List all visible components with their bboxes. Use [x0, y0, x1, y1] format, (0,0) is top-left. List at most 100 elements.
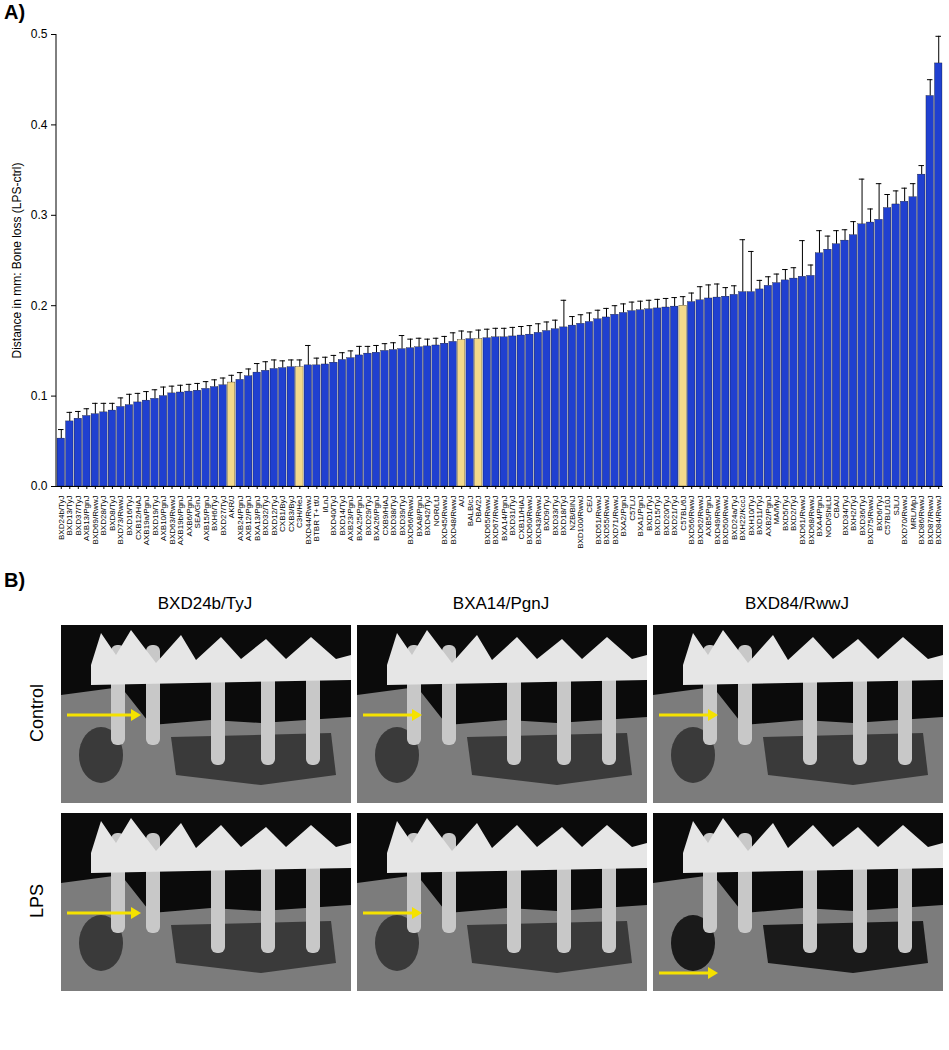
- svg-text:BXD1/TyJ: BXD1/TyJ: [644, 495, 654, 532]
- svg-text:BXD66/RwwJ: BXD66/RwwJ: [406, 495, 416, 545]
- svg-text:BXA13/PgnJ: BXA13/PgnJ: [252, 495, 262, 541]
- svg-text:0.3: 0.3: [31, 208, 48, 222]
- svg-text:AXB2/PgnJ: AXB2/PgnJ: [763, 495, 773, 537]
- svg-text:BXD11/TyJ: BXD11/TyJ: [755, 495, 765, 535]
- svg-text:BXD37/TyJ: BXD37/TyJ: [73, 495, 83, 536]
- svg-text:BXD19/TyJ: BXD19/TyJ: [150, 495, 160, 536]
- svg-text:CXB12/HiAJ: CXB12/HiAJ: [133, 495, 143, 540]
- svg-text:BTBR T+ tf/J: BTBR T+ tf/J: [312, 495, 322, 542]
- svg-text:BXA1/PgnJ: BXA1/PgnJ: [636, 495, 646, 537]
- svg-text:BXA14/PgnJ: BXA14/PgnJ: [499, 495, 509, 541]
- svg-text:BXD29/TyJ: BXD29/TyJ: [363, 495, 373, 536]
- svg-text:BXD50/RwwJ: BXD50/RwwJ: [721, 495, 731, 545]
- svg-text:0.0: 0.0: [31, 479, 48, 493]
- svg-text:C57BL/6J: C57BL/6J: [678, 495, 688, 531]
- svg-text:BXD49/RwwJ: BXD49/RwwJ: [712, 495, 722, 545]
- svg-text:BXD33/TyJ: BXD33/TyJ: [550, 495, 560, 536]
- svg-text:BXD32/TyJ: BXD32/TyJ: [261, 495, 271, 536]
- svg-text:BXD73/RwwJ: BXD73/RwwJ: [116, 495, 126, 545]
- html-text:BXD84/RwwJ: BXD84/RwwJ: [745, 594, 849, 613]
- svg-text:CBA/J: CBA/J: [832, 495, 842, 519]
- svg-text:BXD44/RwwJ: BXD44/RwwJ: [303, 495, 313, 545]
- svg-text:BXD60/RwwJ: BXD60/RwwJ: [525, 495, 535, 545]
- svg-text:BXD24b/TyJ: BXD24b/TyJ: [56, 495, 66, 540]
- svg-text:BXA2/PgnJ: BXA2/PgnJ: [619, 495, 629, 537]
- svg-text:BXD51/RwwJ: BXD51/RwwJ: [593, 495, 603, 545]
- svg-text:CXB1/ByJ: CXB1/ByJ: [278, 495, 288, 532]
- svg-text:DBA/2J: DBA/2J: [474, 495, 484, 523]
- svg-text:BXD42/TyJ: BXD42/TyJ: [423, 495, 433, 536]
- svg-text:0.1: 0.1: [31, 389, 48, 403]
- svg-text:BXD71/RwwJ: BXD71/RwwJ: [610, 495, 620, 545]
- svg-text:C3H/HeJ: C3H/HeJ: [295, 495, 305, 528]
- svg-text:BXD18/TyJ: BXD18/TyJ: [559, 495, 569, 536]
- svg-text:MA/MyJ: MA/MyJ: [772, 495, 782, 525]
- svg-text:BXD13/TyJ: BXD13/TyJ: [65, 495, 75, 536]
- svg-text:BXD84/RwwJ: BXD84/RwwJ: [934, 496, 943, 545]
- svg-text:BXD39/TyJ: BXD39/TyJ: [397, 495, 407, 536]
- svg-text:BXA8/PgnJ: BXA8/PgnJ: [414, 495, 424, 537]
- svg-text:BXD2/TyJ: BXD2/TyJ: [789, 495, 799, 532]
- html-text:B): B): [4, 569, 26, 591]
- svg-text:BXD38/TyJ: BXD38/TyJ: [389, 495, 399, 536]
- svg-text:BXD62/RwwJ: BXD62/RwwJ: [695, 495, 705, 545]
- svg-text:BXD31/TyJ: BXD31/TyJ: [508, 495, 518, 536]
- svg-text:BXD65/RwwJ: BXD65/RwwJ: [482, 495, 492, 545]
- svg-text:BXD48/RwwJ: BXD48/RwwJ: [448, 495, 458, 545]
- svg-text:Distance in mm: Bone loss (LPS: Distance in mm: Bone loss (LPS-ctrl): [10, 162, 24, 358]
- svg-text:AXB13/PgnJ: AXB13/PgnJ: [82, 495, 92, 541]
- svg-text:0.4: 0.4: [31, 118, 48, 132]
- svg-text:BXD24a/TyJ: BXD24a/TyJ: [729, 495, 739, 540]
- svg-text:BXD27/TyJ: BXD27/TyJ: [218, 495, 228, 536]
- svg-text:BXD45/RwwJ: BXD45/RwwJ: [440, 495, 450, 545]
- svg-text:BXD69/RwwJ: BXD69/RwwJ: [90, 495, 100, 545]
- svg-text:I/LnJ: I/LnJ: [320, 495, 330, 513]
- svg-text:BXD63/RwwJ: BXD63/RwwJ: [167, 495, 177, 545]
- svg-text:BALB/cJ: BALB/cJ: [465, 495, 475, 527]
- svg-text:0.5: 0.5: [31, 27, 48, 41]
- svg-text:AXB24/PgnJ: AXB24/PgnJ: [235, 495, 245, 541]
- svg-text:AXB12/PgnJ: AXB12/PgnJ: [244, 495, 254, 541]
- svg-text:BXD56/RwwJ: BXD56/RwwJ: [687, 495, 697, 545]
- svg-text:AXB5/PgnJ: AXB5/PgnJ: [704, 495, 714, 537]
- svg-text:BXD43/RwwJ: BXD43/RwwJ: [533, 495, 543, 545]
- svg-text:C57L/J: C57L/J: [627, 495, 637, 521]
- svg-text:NOD/ShiLtJ: NOD/ShiLtJ: [823, 495, 833, 538]
- svg-text:AXB6/PgnJ: AXB6/PgnJ: [184, 495, 194, 537]
- svg-text:BXD21/TyJ: BXD21/TyJ: [670, 495, 680, 536]
- svg-text:CXB3/ByJ: CXB3/ByJ: [286, 495, 296, 532]
- svg-text:BXD68/RwwJ: BXD68/RwwJ: [806, 495, 816, 545]
- svg-text:BXH6/TyJ: BXH6/TyJ: [210, 495, 220, 532]
- svg-text:AXB19b/PgnJ: AXB19b/PgnJ: [176, 495, 186, 546]
- svg-text:BXD9/TyJ: BXD9/TyJ: [542, 495, 552, 532]
- svg-text:BXH2/TyJ: BXH2/TyJ: [849, 495, 859, 532]
- svg-text:A/J: A/J: [457, 495, 467, 508]
- html-text:A): A): [4, 1, 26, 23]
- svg-text:CXB11/HiAJ: CXB11/HiAJ: [516, 495, 526, 540]
- svg-text:BXH22/KccJ: BXH22/KccJ: [738, 495, 748, 541]
- svg-text:BXD67/RwwJ: BXD67/RwwJ: [491, 495, 501, 545]
- html-text:Control: Control: [26, 684, 47, 742]
- html-text:BXD24b/TyJ: BXD24b/TyJ: [157, 594, 253, 613]
- svg-text:AKR/J: AKR/J: [227, 495, 237, 519]
- svg-text:AXB10/PgnJ: AXB10/PgnJ: [159, 495, 169, 541]
- svg-text:0.2: 0.2: [31, 299, 48, 313]
- svg-text:BXD40/TyJ: BXD40/TyJ: [329, 495, 339, 536]
- svg-text:BXD34/TyJ: BXD34/TyJ: [840, 495, 850, 536]
- svg-text:AXB15/PgnJ: AXB15/PgnJ: [201, 495, 211, 541]
- svg-text:BXD36/TyJ: BXD36/TyJ: [857, 495, 867, 536]
- svg-text:BXD12/TyJ: BXD12/TyJ: [269, 495, 279, 536]
- svg-text:AXB23/PgnJ: AXB23/PgnJ: [346, 495, 356, 541]
- svg-text:CXB9/HiAJ: CXB9/HiAJ: [380, 495, 390, 536]
- svg-text:NOR/LtJ: NOR/LtJ: [431, 495, 441, 527]
- svg-text:BXD5/TyJ: BXD5/TyJ: [780, 495, 790, 532]
- html-text:LPS: LPS: [26, 884, 47, 918]
- svg-text:BXD15/TyJ: BXD15/TyJ: [653, 495, 663, 536]
- svg-text:BXD8/TyJ: BXD8/TyJ: [107, 495, 117, 532]
- svg-text:BXD100/RwwJ: BXD100/RwwJ: [576, 495, 586, 549]
- html-text:BXA14/PgnJ: BXA14/PgnJ: [452, 594, 550, 613]
- svg-text:BXH10/TyJ: BXH10/TyJ: [746, 495, 756, 536]
- svg-text:BXD28/TyJ: BXD28/TyJ: [99, 495, 109, 536]
- svg-text:BXD20/TyJ: BXD20/TyJ: [661, 495, 671, 536]
- svg-text:SEA/GnJ: SEA/GnJ: [193, 495, 203, 529]
